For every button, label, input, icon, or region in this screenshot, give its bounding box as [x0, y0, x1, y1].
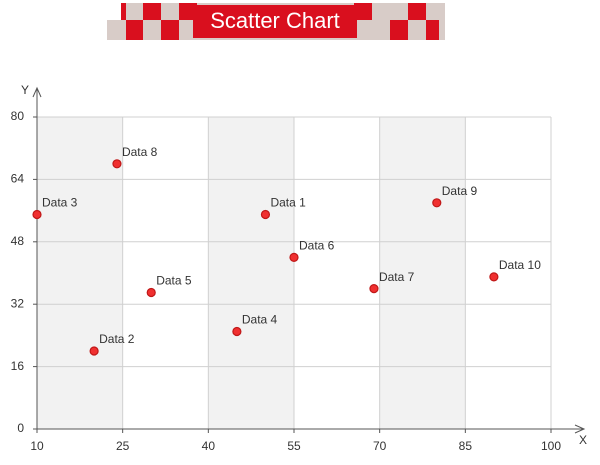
point	[260, 209, 271, 220]
title-banner	[107, 3, 445, 40]
point-label: Data 4	[242, 313, 278, 327]
y-tick-label: 32	[11, 296, 25, 310]
x-tick-label: 40	[202, 439, 216, 453]
point	[112, 159, 122, 169]
y-tick-label: 80	[11, 109, 25, 123]
point-label: Data 5	[156, 274, 192, 288]
y-axis-arrow	[32, 86, 42, 98]
x-axis-label: X	[579, 433, 587, 447]
chart-title: Scatter Chart	[210, 8, 340, 33]
point-label: Data 6	[299, 239, 335, 253]
point-label: Data 3	[42, 196, 78, 210]
x-tick-label: 100	[541, 439, 561, 453]
point-label: Data 8	[122, 145, 158, 159]
x-tick-label: 85	[459, 439, 473, 453]
x-axis-arrow	[574, 424, 586, 434]
x-tick-label: 55	[287, 439, 301, 453]
x-tick-label: 25	[116, 439, 130, 453]
y-tick-label: 64	[11, 172, 25, 186]
point-label: Data 2	[99, 332, 135, 346]
point-label: Data 7	[379, 270, 415, 284]
point-label: Data 1	[270, 196, 306, 210]
point	[489, 272, 499, 282]
x-tick-label: 70	[373, 439, 387, 453]
x-tick-label: 10	[30, 439, 44, 453]
point	[289, 252, 299, 262]
plot-band	[379, 117, 466, 429]
point	[232, 326, 242, 337]
point	[369, 284, 379, 294]
point	[32, 209, 42, 220]
y-tick-label: 48	[11, 234, 25, 248]
point	[89, 346, 99, 356]
point-label: Data 9	[442, 184, 478, 198]
point-label: Data 10	[499, 258, 541, 272]
plot-band	[208, 117, 294, 429]
point	[146, 287, 156, 298]
plot-band	[37, 117, 123, 429]
y-axis-label: Y	[21, 83, 29, 97]
point	[432, 198, 442, 208]
y-tick-label: 0	[17, 421, 24, 435]
y-tick-label: 16	[11, 359, 25, 373]
